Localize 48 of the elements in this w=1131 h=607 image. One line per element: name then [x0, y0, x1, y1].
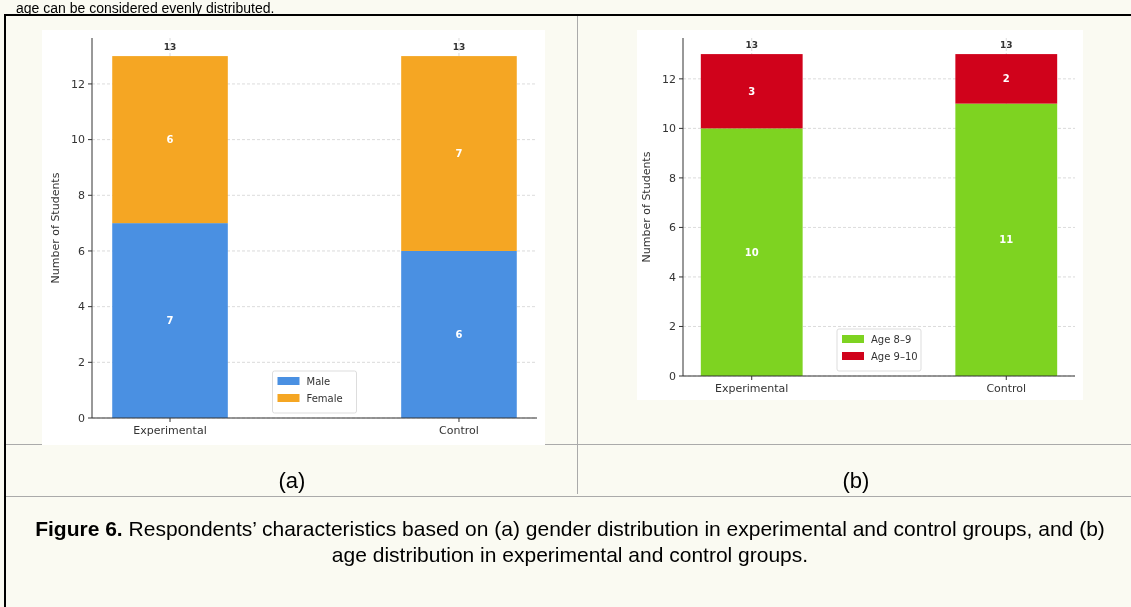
data-label: 3 [748, 85, 756, 97]
data-label: 11 [999, 234, 1014, 246]
y-tick-label: 4 [78, 300, 85, 314]
total-label: 13 [163, 42, 177, 53]
x-tick-label: Control [986, 382, 1027, 395]
y-axis-title: Number of Students [49, 172, 62, 284]
y-tick-label: 8 [78, 189, 85, 203]
data-label: 10 [744, 246, 759, 258]
legend-label: Age 9–10 [871, 350, 918, 362]
bar [700, 128, 803, 376]
legend-label: Age 8–9 [871, 333, 912, 345]
bar [112, 56, 228, 224]
bar [401, 250, 517, 418]
y-tick-label: 0 [78, 411, 85, 425]
y-tick-label: 10 [71, 133, 85, 147]
y-tick-label: 2 [78, 356, 85, 370]
total-label: 13 [1000, 40, 1013, 51]
data-label: 7 [166, 315, 174, 327]
x-tick-label: Experimental [715, 382, 789, 395]
caption: Figure 6. [35, 517, 123, 540]
y-axis-title: Number of Students [640, 151, 653, 263]
text: (b) [841, 468, 871, 494]
y-tick-label: 6 [669, 221, 676, 235]
legend-label: Female [306, 392, 343, 404]
bar [700, 54, 803, 129]
y-tick-label: 12 [662, 72, 676, 86]
bar [955, 103, 1058, 376]
total-label: 13 [452, 42, 466, 53]
data-label: 6 [166, 134, 174, 146]
data-label: 2 [1002, 73, 1010, 85]
y-tick-label: 12 [71, 77, 85, 91]
bar [401, 56, 517, 251]
y-tick-label: 6 [78, 244, 85, 258]
y-tick-label: 0 [669, 369, 676, 383]
y-tick-label: 2 [669, 320, 676, 334]
data-label: 6 [455, 328, 463, 340]
bar [112, 223, 228, 418]
text: Respondents’ characteristics based on (a) gender distribution in experimental and control groups, and (b) age distribution in experimental and control groups. [128, 517, 1105, 566]
y-tick-label: 8 [669, 171, 676, 185]
total-label: 13 [745, 40, 758, 51]
y-tick-label: 10 [662, 122, 676, 136]
data-label: 7 [455, 148, 463, 160]
x-tick-label: Experimental [133, 424, 207, 437]
text: (a) [277, 468, 307, 494]
y-tick-label: 4 [669, 270, 676, 284]
x-tick-label: Control [439, 424, 479, 437]
bar [955, 54, 1058, 104]
legend-label: Male [306, 375, 331, 387]
